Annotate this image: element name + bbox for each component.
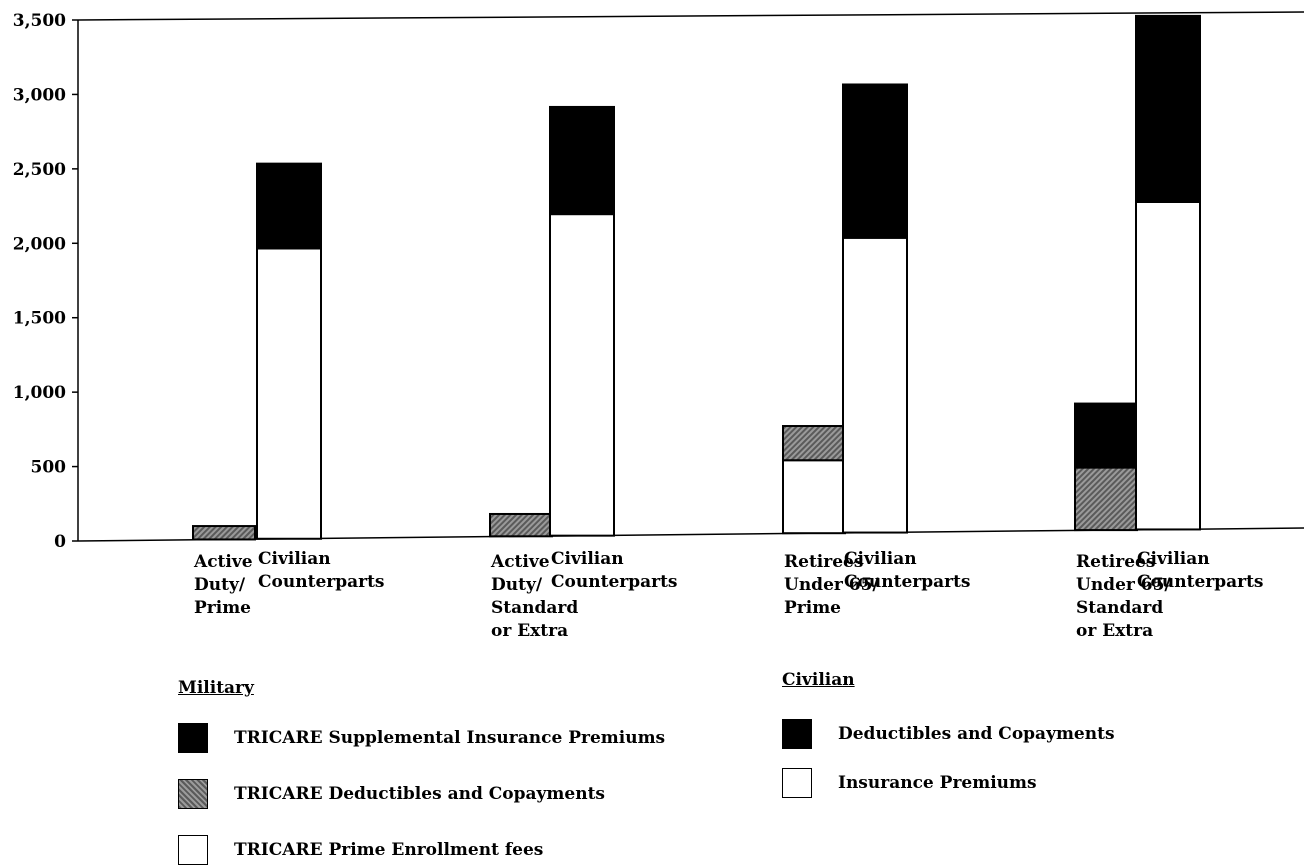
military-bar-deductibles-copayments-segment xyxy=(1074,466,1138,532)
civilian-category-label: Counterparts xyxy=(844,572,971,592)
civilian-legend-swatch xyxy=(782,719,812,749)
military-legend-swatch xyxy=(178,779,208,809)
military-legend-item: TRICARE Prime Enrollment fees xyxy=(178,835,543,865)
military-legend-title: Military xyxy=(178,678,254,698)
y-tick-label: 1,500 xyxy=(13,309,66,329)
y-tick-label: 3,000 xyxy=(13,85,66,105)
category-labels: ActiveDuty/PrimeCivilianCounterpartsActi… xyxy=(193,549,1264,641)
axes: 0 500 1,000 1,500 2,000 2,500 3,000 3,500 xyxy=(13,11,1304,552)
military-category-label: Under 65/ xyxy=(784,575,879,595)
y-tick-label: 0 xyxy=(54,532,66,552)
civilian-category-label: Civilian xyxy=(258,549,331,569)
civilian-legend-title: Civilian xyxy=(782,670,855,690)
military-bar-deductibles-copayments-segment xyxy=(192,525,256,541)
military-category-label: Active xyxy=(193,552,253,572)
civilian-legend-swatch xyxy=(782,768,812,798)
y-tick-label: 500 xyxy=(31,458,67,478)
military-category-label: or Extra xyxy=(1076,621,1153,641)
military-bar-deductibles-copayments-segment xyxy=(489,512,553,538)
civilian-bar-deductibles-copayments-segment xyxy=(256,162,322,250)
military-category-label: Retirees xyxy=(1076,552,1155,572)
civilian-category-label: Civilian xyxy=(551,549,624,569)
bar-chart: 0 500 1,000 1,500 2,000 2,500 3,000 3,500 Activ… xyxy=(13,11,1304,641)
top-frame-line xyxy=(77,11,1304,21)
military-legend-label: TRICARE Deductibles and Copayments xyxy=(234,784,605,804)
military-category-label: Duty/ xyxy=(194,575,246,595)
civilian-legend-label: Insurance Premiums xyxy=(838,773,1037,793)
civilian-category-label: Civilian xyxy=(844,549,917,569)
civilian-bar-insurance-premiums-segment xyxy=(256,247,322,540)
y-tick-label: 1,000 xyxy=(13,383,66,403)
military-bar-prime-enrollment-fees-segment xyxy=(782,459,846,535)
civilian-category-label: Counterparts xyxy=(1137,572,1264,592)
civilian-legend-item: Deductibles and Copayments xyxy=(782,719,1115,749)
military-category-label: Prime xyxy=(784,598,841,618)
civilian-bar-deductibles-copayments-segment xyxy=(842,83,908,239)
civilian-bar-deductibles-copayments-segment xyxy=(549,105,615,216)
military-category-label: Standard xyxy=(1076,598,1163,618)
military-bar-deductibles-copayments-segment xyxy=(782,425,846,462)
military-legend-label: TRICARE Prime Enrollment fees xyxy=(234,840,544,860)
military-category-label: Active xyxy=(490,552,550,572)
y-tick-label: 2,500 xyxy=(13,160,66,180)
civilian-legend-item: Insurance Premiums xyxy=(782,768,1037,798)
civilian-bar-insurance-premiums-segment xyxy=(842,236,908,534)
military-legend-item: TRICARE Supplemental Insurance Premiums xyxy=(178,723,665,753)
civilian-bar-insurance-premiums-segment xyxy=(549,213,615,537)
civilian-legend-label: Deductibles and Copayments xyxy=(838,724,1115,744)
military-legend-swatch xyxy=(178,835,208,865)
civilian-category-label: Counterparts xyxy=(258,572,385,592)
military-category-label: Standard xyxy=(491,598,578,618)
military-category-label: Under 65/ xyxy=(1076,575,1171,595)
military-bar-supplemental-insurance-segment xyxy=(1074,402,1138,469)
military-category-label: or Extra xyxy=(491,621,568,641)
civilian-category-label: Civilian xyxy=(1137,549,1210,569)
civilian-category-label: Counterparts xyxy=(551,572,678,592)
civilian-bar-insurance-premiums-segment xyxy=(1135,200,1201,531)
bars xyxy=(192,14,1201,541)
military-legend-swatch xyxy=(178,723,208,753)
y-tick-label: 2,000 xyxy=(13,234,66,254)
y-tick-label: 3,500 xyxy=(13,11,66,31)
civilian-bar-deductibles-copayments-segment xyxy=(1135,14,1201,203)
military-category-label: Retirees xyxy=(784,552,863,572)
military-category-label: Duty/ xyxy=(491,575,543,595)
military-category-label: Prime xyxy=(194,598,251,618)
military-legend-item: TRICARE Deductibles and Copayments xyxy=(178,779,605,809)
military-legend-label: TRICARE Supplemental Insurance Premiums xyxy=(234,728,666,748)
